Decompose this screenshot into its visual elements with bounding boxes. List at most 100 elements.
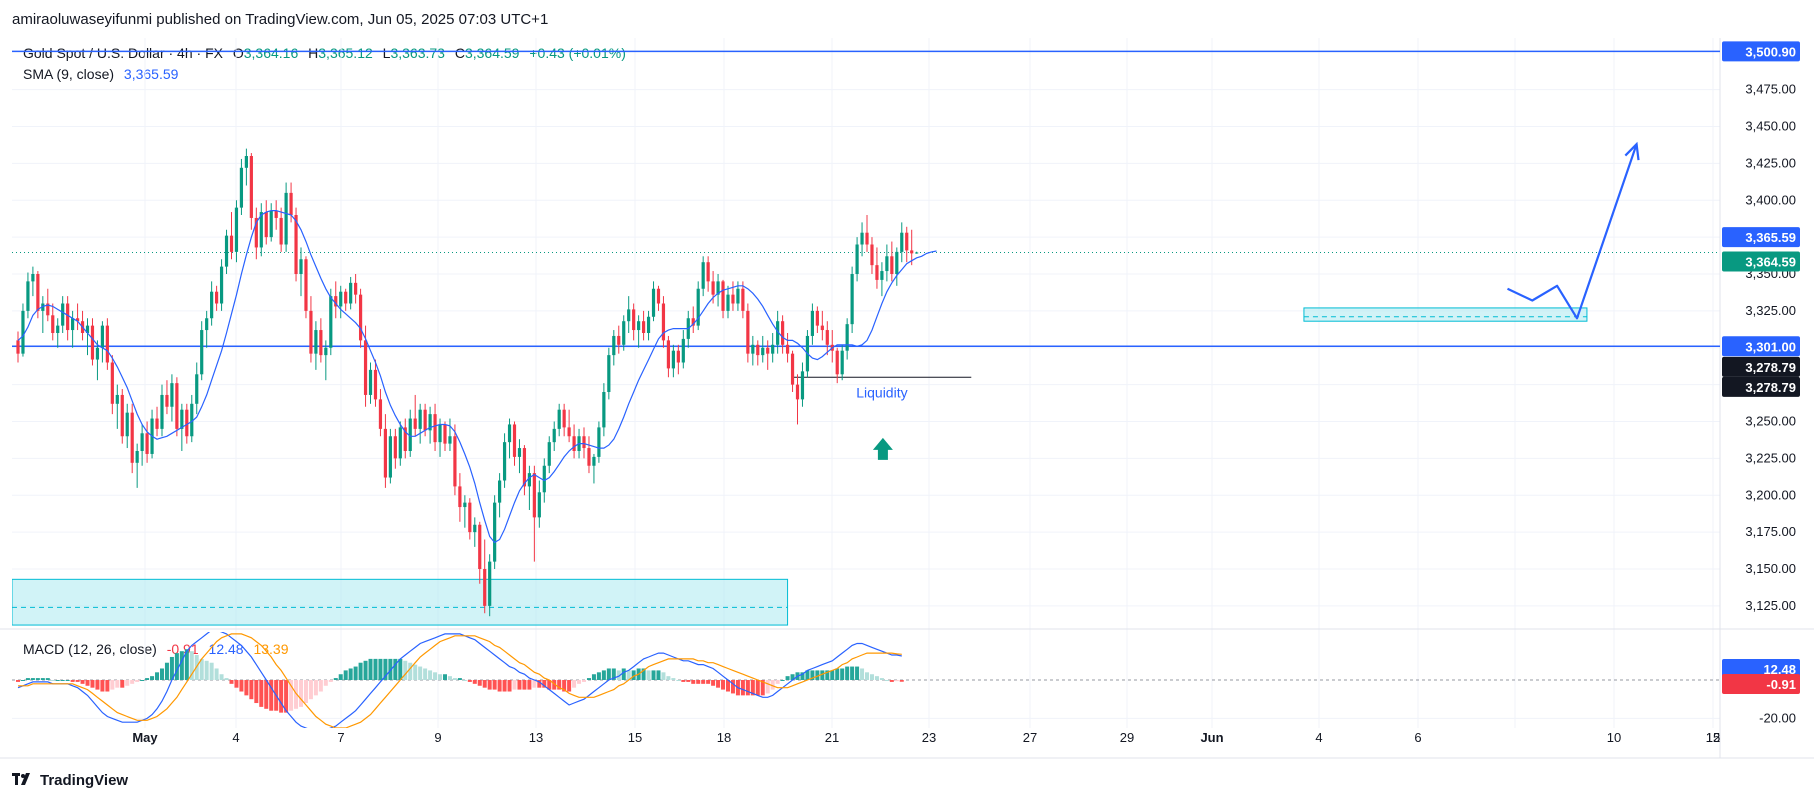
macd-histogram-bar (363, 660, 368, 680)
price-badge-sma-bg (1722, 227, 1800, 248)
price-axis-tick: 3,475.00 (1745, 82, 1796, 97)
macd-histogram-bar (492, 680, 497, 690)
macd-histogram-bar (35, 678, 40, 680)
candle-up (284, 192, 288, 245)
candle-up (542, 465, 546, 493)
candle-up (507, 424, 512, 443)
macd-histogram-bar (95, 680, 100, 690)
candle-up (761, 347, 765, 356)
macd-histogram-bar (388, 658, 393, 680)
macd-histogram-bar (477, 680, 482, 686)
candle-up (696, 288, 700, 326)
candle-up (627, 309, 631, 322)
candle-up (26, 281, 30, 311)
macd-histogram-bar (701, 680, 706, 684)
candle-down (120, 394, 124, 437)
high-value: 3,365.12 (318, 45, 373, 61)
macd-histogram-bar (681, 680, 686, 682)
candle-up (701, 262, 705, 289)
candle-down (279, 217, 283, 245)
candle-up (473, 524, 477, 533)
macd-histogram-bar (249, 680, 254, 700)
footer-brand[interactable]: TradingView (12, 772, 128, 789)
macd-histogram-bar (244, 680, 249, 696)
macd-signal-value: 13.39 (253, 641, 289, 657)
macd-histogram-bar (70, 680, 75, 682)
macd-histogram-bar (472, 680, 477, 684)
macd-histogram-bar (641, 668, 646, 680)
price-badge-last-bg (1722, 251, 1800, 272)
macd-histogram-bar (438, 674, 443, 680)
macd-histogram-bar (527, 680, 532, 690)
macd-histogram-bar (820, 670, 825, 680)
candle-up (200, 330, 204, 375)
macd-histogram-bar (393, 658, 398, 680)
price-axis-tick: 3,325.00 (1745, 303, 1796, 318)
macd-histogram-bar (299, 680, 304, 707)
macd-histogram-bar (269, 680, 274, 711)
macd-histogram-bar (646, 670, 651, 680)
macd-legend[interactable]: MACD (12, 26, close) -0.91 12.48 13.39 (23, 641, 289, 657)
price-badge-crosshair-1-bg (1722, 356, 1800, 377)
macd-histogram-bar (631, 670, 636, 680)
candle-up (855, 244, 859, 274)
candle-up (716, 281, 720, 295)
candle-down (145, 433, 149, 454)
macd-histogram-bar (284, 680, 289, 713)
candle-up (170, 383, 174, 407)
candle-up (885, 256, 889, 272)
candle-down (641, 321, 646, 333)
macd-histogram-bar (254, 680, 259, 704)
macd-histogram-bar (845, 666, 850, 680)
candle-down (249, 156, 253, 218)
open-label: O (232, 45, 244, 61)
macd-histogram-bar (586, 678, 591, 680)
time-axis-tick: 15 (628, 730, 642, 745)
candle-up (115, 394, 119, 404)
macd-histogram-bar (199, 658, 204, 680)
price-axis-tick: 3,400.00 (1745, 192, 1796, 207)
candle-down (890, 256, 894, 274)
candle-up (224, 235, 229, 267)
candle-up (800, 371, 805, 400)
macd-histogram-bar (164, 662, 169, 680)
macd-histogram-bar (616, 670, 621, 680)
candle-down (66, 303, 70, 331)
high-label: H (308, 45, 319, 61)
macd-histogram-bar (30, 678, 35, 680)
candle-down (666, 340, 671, 369)
time-axis-tick: 18 (717, 730, 731, 745)
candle-up (71, 318, 75, 331)
price-badge-last-text: 3,364.59 (1745, 254, 1796, 269)
candle-up (160, 394, 164, 429)
macd-histogram-bar (130, 680, 135, 684)
macd-histogram-bar (780, 680, 785, 681)
candle-up (493, 502, 497, 562)
candle-down (815, 310, 819, 326)
macd-histogram-bar (730, 680, 735, 694)
candle-down (403, 427, 407, 451)
change-value: +0.43 (+0.01%) (529, 45, 626, 61)
macd-histogram-bar (313, 680, 318, 696)
candle-up (418, 409, 422, 429)
candle-down (378, 399, 383, 429)
candle-up (259, 212, 263, 248)
price-badge-top-level: 3,500.90 (1722, 41, 1800, 62)
candle-up (646, 316, 651, 333)
candle-up (592, 456, 596, 466)
macd-histogram-bar (174, 653, 179, 680)
macd-histogram-bar (676, 680, 681, 681)
candle-down (393, 436, 397, 459)
macd-histogram-bar (894, 680, 899, 682)
macd-histogram-bar (279, 680, 284, 713)
candle-up (349, 282, 353, 304)
macd-histogram-bar (328, 680, 333, 682)
candle-down (820, 325, 824, 331)
macd-histogram-bar (358, 662, 363, 680)
macd-histogram-bar (398, 658, 403, 680)
macd-histogram-bar (512, 680, 517, 690)
candle-up (190, 403, 194, 437)
candle-up (895, 251, 899, 274)
sma-legend[interactable]: SMA (9, close) 3,365.59 (23, 66, 178, 82)
